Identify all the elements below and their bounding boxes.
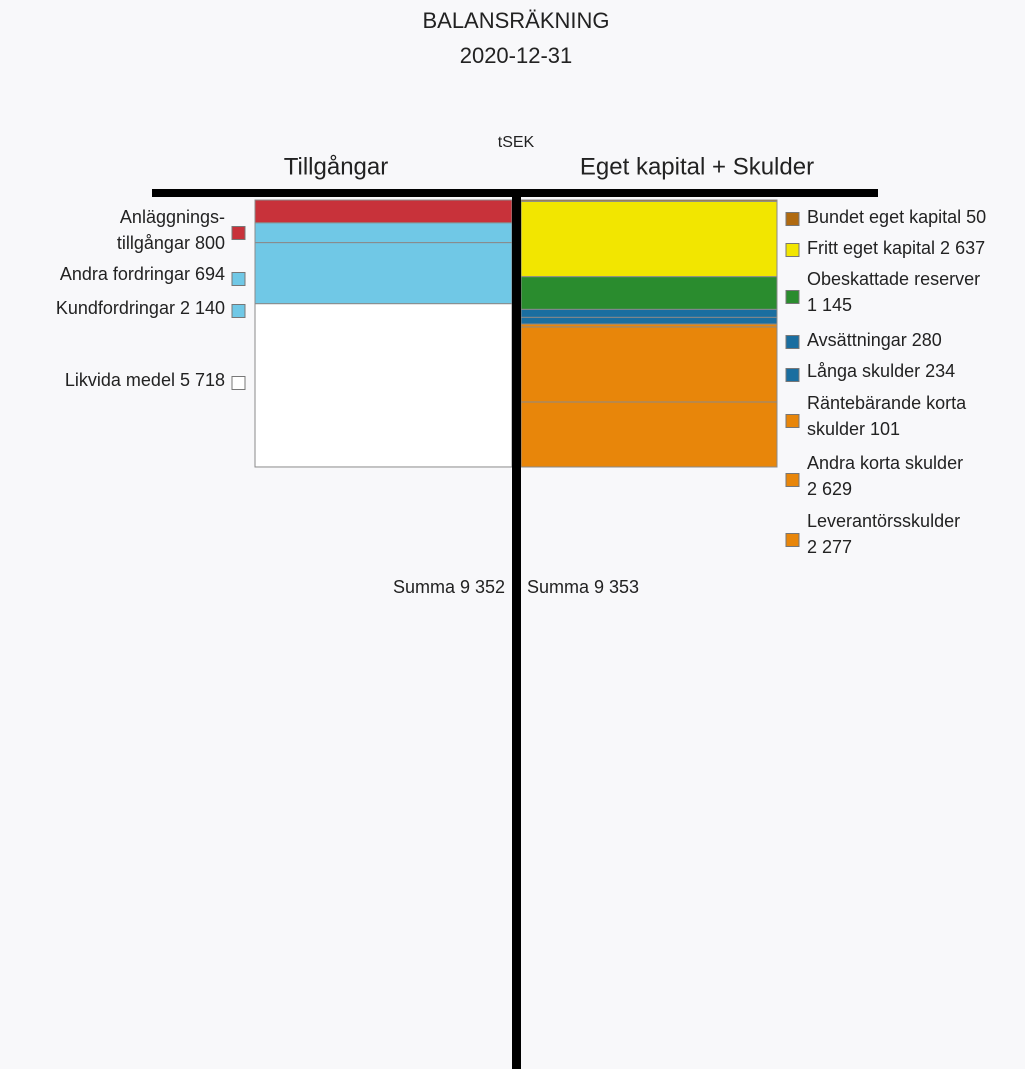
bar-segment [254, 222, 513, 244]
bar-segment [254, 303, 513, 468]
bar-segment [520, 316, 778, 325]
item-label: Fritt eget kapital 2 637 [807, 238, 985, 258]
legend-swatch [231, 376, 246, 390]
item-label: Andra fordringar 694 [60, 264, 225, 284]
chart-title: BALANSRÄKNING [422, 8, 609, 33]
item-label: Andra korta skulder [807, 453, 963, 473]
bar-segment [520, 326, 778, 403]
legend-swatch [785, 414, 800, 428]
legend-swatch [231, 304, 246, 318]
item-label: 1 145 [807, 295, 852, 315]
item-label: 2 277 [807, 537, 852, 557]
legend-swatch [785, 290, 800, 304]
item-label: Leverantörsskulder [807, 511, 960, 531]
legend-swatch [231, 226, 246, 240]
item-label: 2 629 [807, 479, 852, 499]
bars [254, 199, 778, 468]
bar-segment [254, 199, 513, 224]
legend-swatch [785, 212, 800, 226]
legend-swatch [785, 243, 800, 257]
legend-swatch [231, 272, 246, 286]
item-label: Räntebärande korta [807, 393, 967, 413]
item-label: Likvida medel 5 718 [65, 370, 225, 390]
right-total: Summa 9 353 [527, 577, 639, 597]
legend-swatch [785, 533, 800, 547]
item-label: Obeskattade reserver [807, 269, 980, 289]
item-label: skulder 101 [807, 419, 900, 439]
bar-segment [254, 242, 513, 305]
legend-swatch [785, 368, 800, 382]
bar-segment [520, 200, 778, 278]
item-label: Kundfordringar 2 140 [56, 298, 225, 318]
bar-segment [520, 308, 778, 318]
left-total: Summa 9 352 [393, 577, 505, 597]
item-label: Bundet eget kapital 50 [807, 207, 986, 227]
chart-subtitle: 2020-12-31 [460, 43, 573, 68]
bar-segment [520, 401, 778, 468]
item-label: Avsättningar 280 [807, 330, 942, 350]
unit-label: tSEK [498, 134, 535, 151]
legend-swatch [785, 473, 800, 487]
item-label: Långa skulder 234 [807, 361, 955, 381]
item-label: tillgångar 800 [117, 233, 225, 253]
item-label: Anläggnings- [120, 207, 225, 227]
bar-segment [520, 276, 778, 310]
t-vertical [512, 189, 521, 1069]
legend-swatch [785, 335, 800, 349]
right-heading: Eget kapital + Skulder [580, 153, 814, 180]
left-heading: Tillgångar [284, 153, 389, 180]
